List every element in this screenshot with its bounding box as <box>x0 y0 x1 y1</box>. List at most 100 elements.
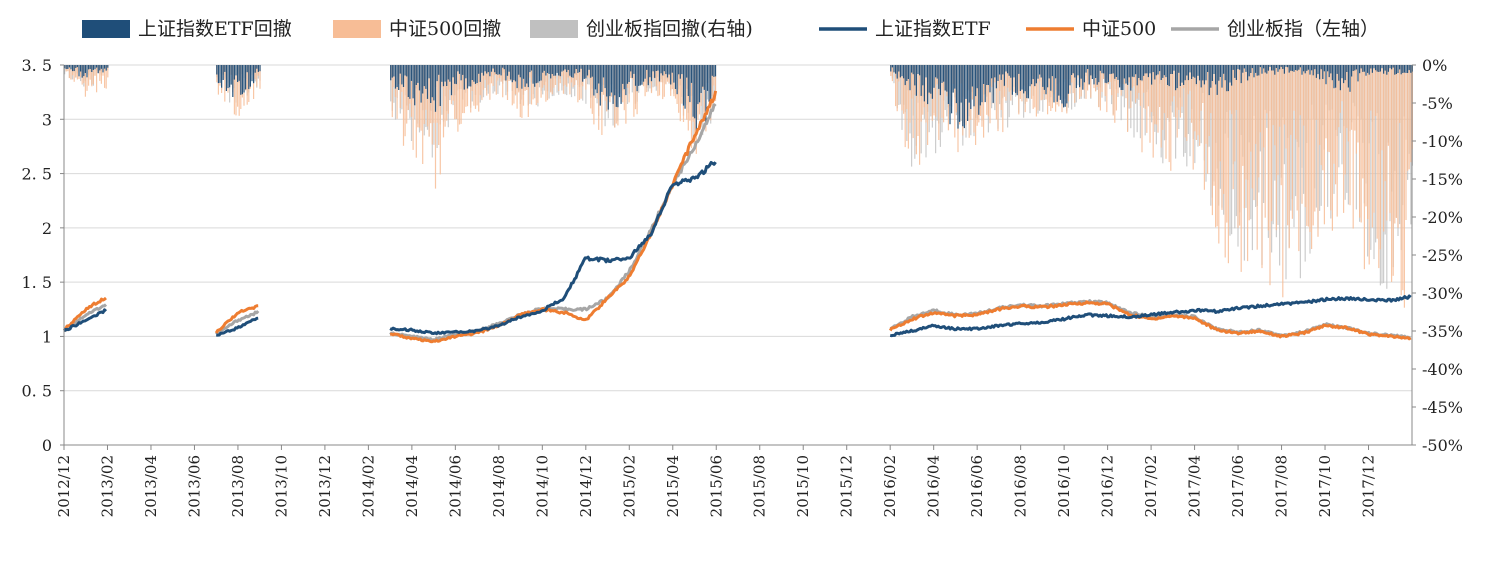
drawdown-bar-shanghai <box>981 65 983 103</box>
drawdown-bar-zz500 <box>442 65 445 138</box>
drawdown-bar-shanghai <box>938 65 940 89</box>
drawdown-bar-shanghai <box>1267 65 1269 71</box>
drawdown-bar-shanghai <box>1296 65 1298 71</box>
drawdown-bar-shanghai <box>1381 65 1383 69</box>
drawdown-bar-shanghai <box>962 65 964 127</box>
drawdown-bar-zz500 <box>1259 65 1261 133</box>
drawdown-bar-shanghai <box>665 65 667 75</box>
drawdown-bar-shanghai <box>240 65 242 95</box>
drawdown-bar-zz500 <box>1395 65 1397 218</box>
drawdown-bar-zz500 <box>1299 65 1301 116</box>
drawdown-bar-shanghai <box>68 65 70 68</box>
drawdown-bar-shanghai <box>1015 65 1017 93</box>
drawdown-bar-shanghai <box>1035 65 1037 84</box>
drawdown-bar-shanghai <box>1170 65 1172 74</box>
drawdown-bar-shanghai <box>1195 65 1197 85</box>
drawdown-bar-shanghai <box>248 65 250 90</box>
drawdown-bar-shanghai <box>542 65 544 73</box>
drawdown-bar-zz500 <box>530 65 533 105</box>
drawdown-bar-zz500 <box>1203 65 1205 190</box>
drawdown-bar-zz500 <box>660 65 662 83</box>
drawdown-bar-shanghai <box>1154 65 1156 80</box>
drawdown-bar-shanghai <box>1186 65 1188 76</box>
drawdown-bar-zz500 <box>412 65 414 150</box>
drawdown-bar-zz500 <box>1151 65 1153 113</box>
drawdown-bar-shanghai <box>1167 65 1169 85</box>
drawdown-bar-zz500 <box>1392 65 1394 276</box>
drawdown-bar-shanghai <box>436 65 438 82</box>
drawdown-bar-shanghai <box>599 65 601 106</box>
drawdown-bar-shanghai <box>245 65 247 90</box>
drawdown-bar-zz500 <box>233 65 235 115</box>
drawdown-bar-zz500 <box>1215 65 1217 228</box>
drawdown-bar-shanghai <box>540 65 542 81</box>
drawdown-bar-zz500 <box>919 65 921 165</box>
drawdown-bar-zz500 <box>511 65 513 106</box>
drawdown-bar-zz500 <box>1114 65 1116 123</box>
drawdown-bar-shanghai <box>70 65 72 70</box>
drawdown-bar-zz500 <box>1034 65 1036 108</box>
x-tick-label: 2014/04 <box>403 455 421 517</box>
drawdown-bar-shanghai <box>708 65 710 102</box>
drawdown-bar-zz500 <box>1269 65 1271 286</box>
drawdown-bar-zz500 <box>410 65 413 117</box>
drawdown-bar-shanghai <box>393 65 395 77</box>
drawdown-bar-zz500 <box>1343 65 1345 213</box>
drawdown-bar-shanghai <box>939 65 941 96</box>
drawdown-bar-zz500 <box>1247 65 1249 262</box>
drawdown-bar-shanghai <box>1328 65 1330 78</box>
drawdown-bar-shanghai <box>952 65 954 93</box>
drawdown-bar-shanghai <box>660 65 662 74</box>
drawdown-bar-shanghai <box>617 65 619 108</box>
drawdown-bar-zz500 <box>489 65 491 100</box>
drawdown-bar-shanghai <box>535 65 537 84</box>
left-tick-label: 3 <box>42 110 52 129</box>
drawdown-bar-shanghai <box>1391 65 1393 70</box>
drawdown-bar-shanghai <box>1106 65 1108 84</box>
drawdown-bar-zz500 <box>1256 65 1258 250</box>
drawdown-bar-zz500 <box>943 65 945 123</box>
drawdown-bar-shanghai <box>1021 65 1023 90</box>
drawdown-bar-zz500 <box>1157 65 1159 133</box>
drawdown-bar-zz500 <box>564 65 566 85</box>
drawdown-bar-zz500 <box>438 65 440 145</box>
drawdown-bar-zz500 <box>1291 65 1293 219</box>
drawdown-bar-zz500 <box>482 65 485 90</box>
drawdown-bar-shanghai <box>654 65 656 78</box>
drawdown-bar-shanghai <box>253 65 255 84</box>
drawdown-bar-shanghai <box>586 65 589 76</box>
drawdown-bar-zz500 <box>912 65 914 139</box>
drawdown-bar-zz500 <box>535 65 537 106</box>
drawdown-bar-shanghai <box>1378 65 1380 72</box>
drawdown-bar-shanghai <box>1063 65 1065 108</box>
drawdown-bar-shanghai <box>518 65 520 75</box>
drawdown-bar-cyb <box>1231 65 1233 235</box>
drawdown-bar-zz500 <box>895 65 897 107</box>
drawdown-bar-shanghai <box>898 65 900 72</box>
drawdown-bar-shanghai <box>390 65 392 81</box>
drawdown-bar-shanghai <box>1125 65 1127 84</box>
drawdown-bar-zz500 <box>1243 65 1245 209</box>
drawdown-bar-shanghai <box>1168 65 1170 87</box>
drawdown-bar-zz500 <box>460 65 462 124</box>
x-tick-label: 2013/04 <box>142 455 160 517</box>
drawdown-bar-shanghai <box>1103 65 1105 74</box>
drawdown-bar-zz500 <box>634 65 637 110</box>
drawdown-bar-zz500 <box>1375 65 1377 116</box>
drawdown-bar-shanghai <box>1397 65 1399 73</box>
drawdown-bar-shanghai <box>1171 65 1173 74</box>
drawdown-bar-zz500 <box>1303 65 1305 126</box>
drawdown-bar-shanghai <box>486 65 488 74</box>
drawdown-bar-shanghai <box>104 65 106 69</box>
drawdown-bar-shanghai <box>935 65 937 78</box>
drawdown-bar-shanghai <box>1138 65 1140 78</box>
drawdown-bar-zz500 <box>1328 65 1330 153</box>
drawdown-bar-zz500 <box>941 65 943 118</box>
drawdown-bar-shanghai <box>662 65 664 76</box>
drawdown-bar-shanghai <box>1362 65 1364 72</box>
legend-swatch-bar <box>82 20 130 38</box>
drawdown-bar-shanghai <box>1079 65 1081 88</box>
drawdown-bar-shanghai <box>1330 65 1332 74</box>
x-tick-label: 2012/12 <box>55 455 73 517</box>
drawdown-bar-shanghai <box>927 65 929 105</box>
